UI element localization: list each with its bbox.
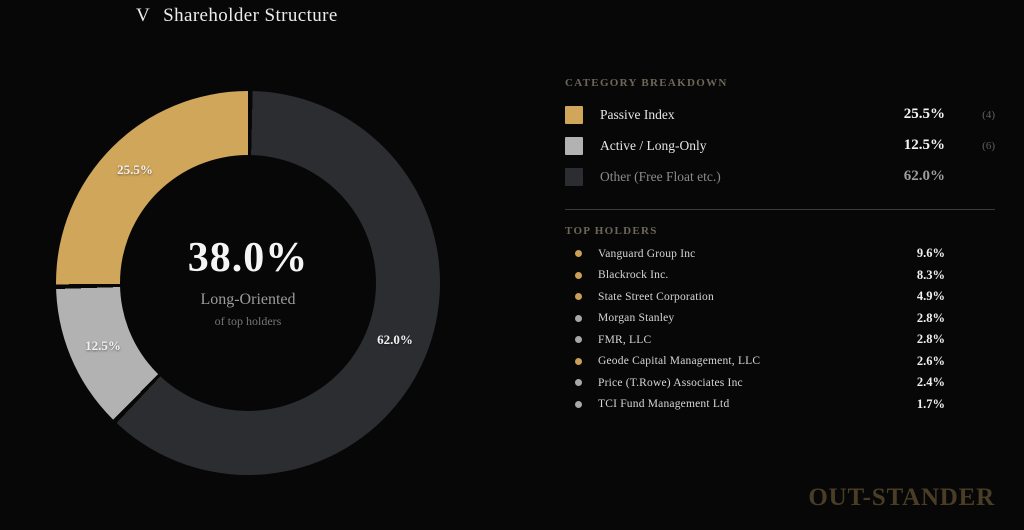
holder-name: FMR, LLC (598, 333, 652, 346)
legend-swatch-gold (565, 105, 583, 124)
holder-value: 9.6% (916, 246, 945, 261)
legend-row-active: Active / Long-Only 12.5% (6) (565, 130, 995, 161)
holder-dot-icon (575, 357, 582, 365)
legend-value: 12.5% (903, 137, 945, 153)
holder-value: 1.7% (916, 396, 945, 411)
holder-name: Geode Capital Management, LLC (598, 355, 761, 368)
holder-row: Price (T.Rowe) Associates Inc 2.4% (565, 372, 945, 394)
legend-count: (6) (982, 139, 995, 152)
top-holders-header: TOP HOLDERS (565, 225, 658, 237)
holder-dot-icon (575, 379, 582, 387)
category-breakdown-header: CATEGORY BREAKDOWN (565, 77, 728, 89)
holder-dot-icon (575, 336, 582, 344)
legend-swatch-dark (565, 167, 583, 186)
legend-value: 62.0% (903, 168, 945, 184)
holder-dot-icon (575, 293, 582, 301)
legend-label: Active / Long-Only (600, 137, 707, 153)
holder-row: TCI Fund Management Ltd 1.7% (565, 394, 945, 416)
holder-row: State Street Corporation 4.9% (565, 286, 945, 308)
holder-name: Morgan Stanley (598, 312, 675, 325)
holder-row: FMR, LLC 2.8% (565, 329, 945, 351)
holder-value: 4.9% (916, 289, 945, 304)
holder-row: Vanguard Group Inc 9.6% (565, 243, 945, 265)
page-title-text: Shareholder Structure (163, 5, 338, 26)
donut-center: 38.0% Long-Oriented of top holders (120, 155, 376, 411)
breakdown-panel: CATEGORY BREAKDOWN Passive Index 25.5% (… (565, 78, 995, 415)
holder-value: 8.3% (916, 267, 945, 282)
page-title: V Shareholder Structure (136, 5, 338, 27)
holder-value: 2.4% (916, 375, 945, 390)
section-divider (565, 209, 995, 210)
holder-value: 2.6% (916, 353, 945, 368)
legend-row-passive: Passive Index 25.5% (4) (565, 99, 995, 130)
brand-logo: OUT-STANDER (808, 484, 995, 511)
donut-chart: 25.5% 12.5% 62.0% 38.0% Long-Oriented of… (56, 91, 440, 475)
holder-row: Blackrock Inc. 8.3% (565, 265, 945, 287)
holder-name: Vanguard Group Inc (598, 247, 696, 260)
legend-row-other: Other (Free Float etc.) 62.0% (565, 161, 995, 192)
top-holders-list: Vanguard Group Inc 9.6% Blackrock Inc. 8… (565, 243, 995, 415)
holder-dot-icon (575, 250, 582, 258)
ticker-label: V (136, 5, 151, 26)
holder-dot-icon (575, 314, 582, 322)
ring-label-other: 62.0% (377, 332, 413, 347)
holder-row: Morgan Stanley 2.8% (565, 308, 945, 330)
center-label: Long-Oriented (200, 291, 296, 308)
ring-label-passive: 25.5% (117, 162, 153, 177)
center-sublabel: of top holders (214, 314, 282, 328)
legend-label: Passive Index (600, 106, 675, 122)
holder-row: Geode Capital Management, LLC 2.6% (565, 351, 945, 373)
holder-dot-icon (575, 271, 582, 279)
holder-name: State Street Corporation (598, 290, 714, 303)
legend-swatch-gray (565, 136, 583, 155)
holder-name: Blackrock Inc. (598, 269, 669, 282)
legend-value: 25.5% (903, 106, 945, 122)
ring-label-active: 12.5% (85, 338, 121, 353)
legend-label: Other (Free Float etc.) (600, 168, 721, 184)
legend-count: (4) (982, 108, 995, 121)
category-legend: Passive Index 25.5% (4) Active / Long-On… (565, 99, 995, 192)
center-value: 38.0% (187, 235, 309, 281)
holder-name: TCI Fund Management Ltd (598, 398, 730, 411)
holder-dot-icon (575, 400, 582, 408)
holder-name: Price (T.Rowe) Associates Inc (598, 376, 743, 389)
holder-value: 2.8% (916, 332, 945, 347)
holder-value: 2.8% (916, 310, 945, 325)
